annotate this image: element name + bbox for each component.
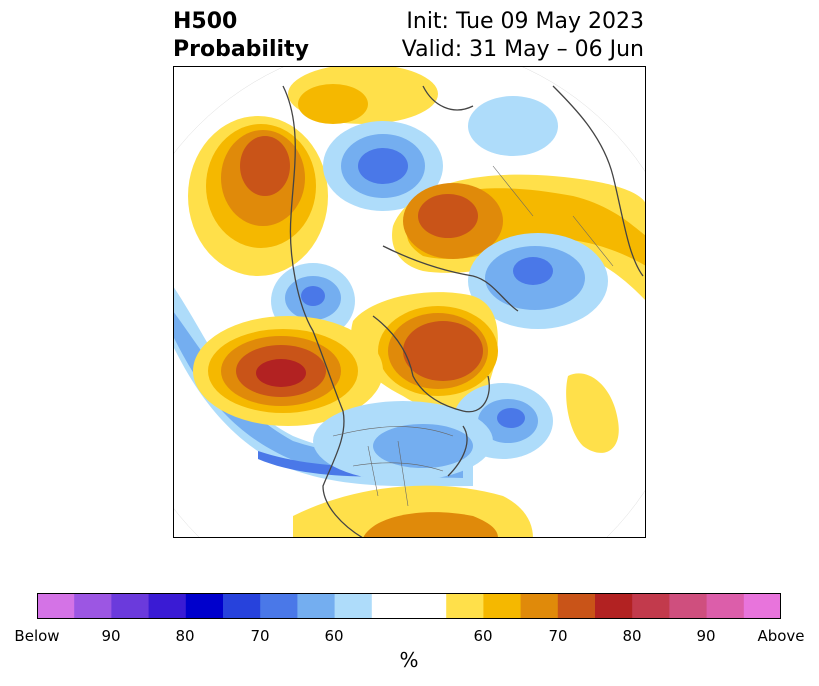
colorbar-tick-above-60: 60 (473, 627, 493, 645)
colorbar-segment (74, 593, 112, 619)
coastlines (282, 85, 644, 538)
colorbar-segment (37, 593, 75, 619)
colorbar-unit-label: % (399, 648, 419, 672)
colorbar-tick-above: Above (757, 627, 805, 645)
below-anomaly-north (323, 121, 443, 211)
colorbar-tick-above-80: 80 (622, 627, 642, 645)
colorbar-segment (371, 593, 447, 619)
map-frame (173, 66, 646, 538)
colorbar-tick-below-70: 70 (250, 627, 270, 645)
colorbar-tick-below-60: 60 (324, 627, 344, 645)
init-date-label: Init: Tue 09 May 2023 (406, 9, 644, 34)
chart-title-right: Init: Tue 09 May 2023 Valid: 31 May – 06… (402, 8, 644, 64)
below-anomaly-west (271, 263, 355, 339)
colorbar-segment (557, 593, 596, 619)
colorbar-tick-above-70: 70 (548, 627, 568, 645)
colorbar-frame (37, 593, 781, 619)
below-anomaly-east (468, 233, 608, 329)
colorbar-segment (595, 593, 633, 619)
colorbar-segment (632, 593, 670, 619)
chart-title-left: H500 Probability (173, 8, 309, 64)
valid-period-label: Valid: 31 May – 06 Jun (401, 37, 644, 62)
below-anomaly-northeast (468, 96, 558, 156)
product-label: Probability (173, 37, 309, 62)
colorbar-segment (297, 593, 336, 619)
above-anomaly-east-atlantic (566, 373, 619, 453)
colorbar-segment (185, 593, 224, 619)
above-anomaly-central (351, 292, 498, 410)
colorbar-svg (37, 593, 782, 619)
probability-colorbar (37, 593, 782, 619)
colorbar-segment (223, 593, 261, 619)
colorbar-tick-below: Below (14, 627, 60, 645)
colorbar-segment (483, 593, 522, 619)
colorbar-segment (706, 593, 745, 619)
borders (332, 165, 614, 507)
colorbar-segment (260, 593, 298, 619)
colorbar-segment (743, 593, 782, 619)
colorbar-tick-below-80: 80 (175, 627, 195, 645)
colorbar-segment (111, 593, 150, 619)
colorbar-segment (148, 593, 187, 619)
colorbar-segment (520, 593, 559, 619)
colorbar-segment (446, 593, 484, 619)
colorbar-tick-below-90: 90 (101, 627, 121, 645)
colorbar-tick-above-90: 90 (696, 627, 716, 645)
above-anomaly-south (293, 485, 533, 538)
colorbar-segment (334, 593, 373, 619)
above-anomaly-northwest (188, 116, 328, 276)
probability-map (173, 66, 646, 538)
variable-label: H500 (173, 9, 238, 34)
colorbar-segment (669, 593, 708, 619)
